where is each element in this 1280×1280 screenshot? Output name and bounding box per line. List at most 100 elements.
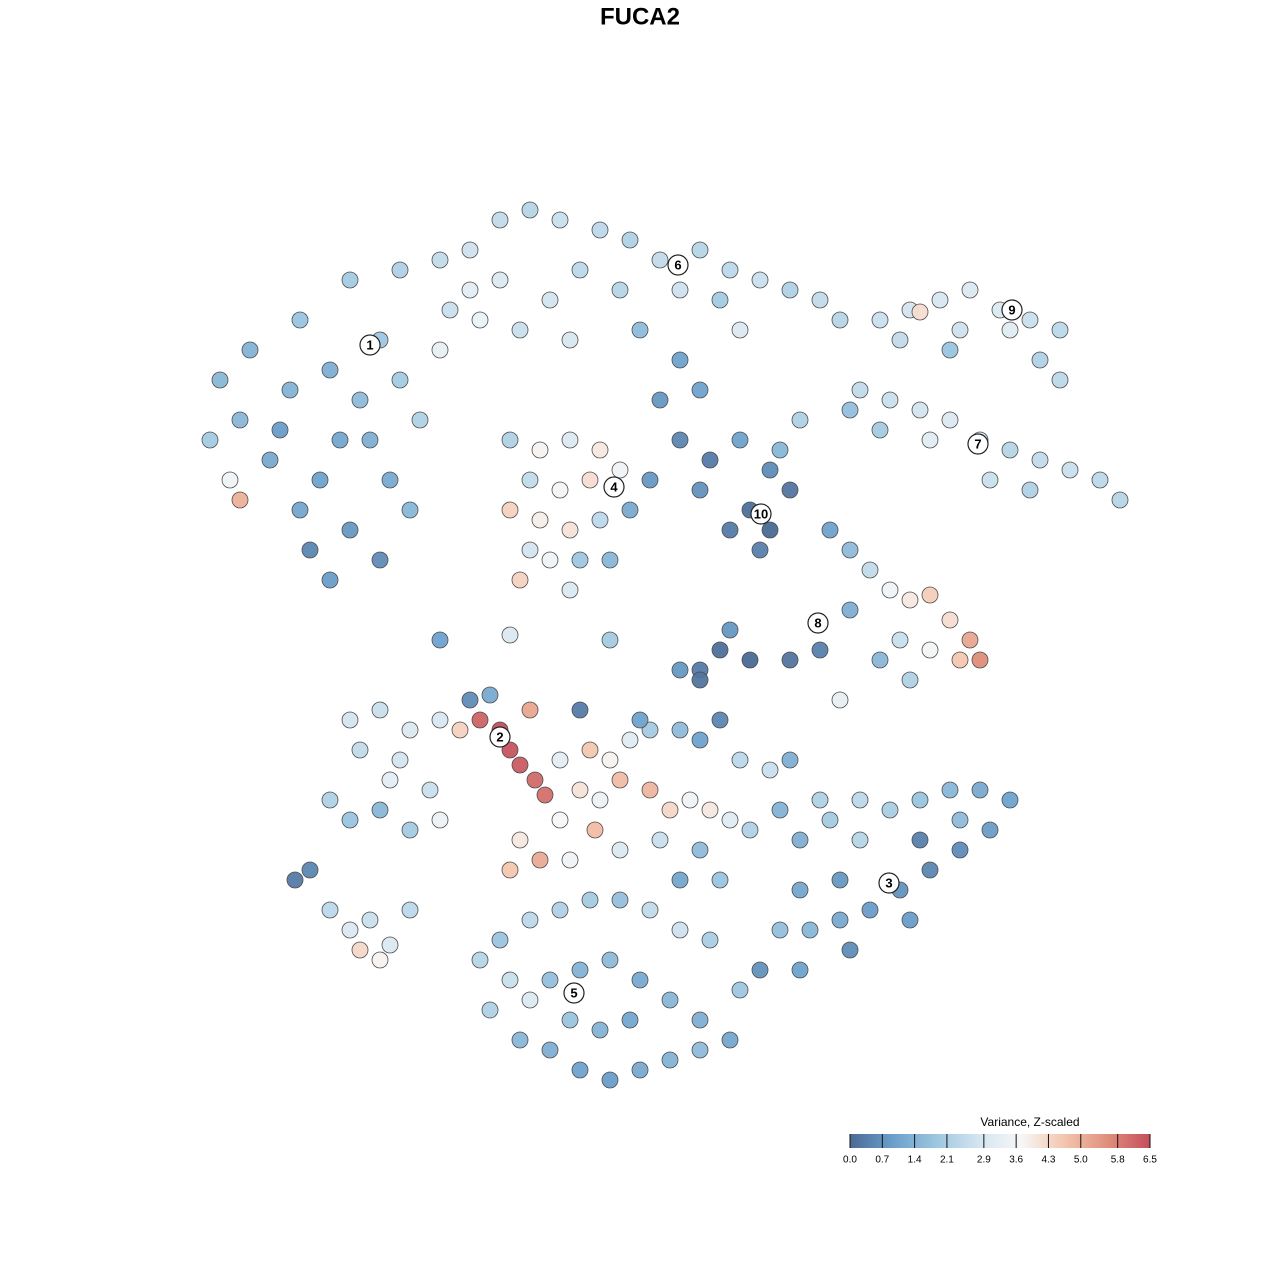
point [811, 791, 829, 809]
point [611, 461, 629, 479]
colorbar-tick-label: 1.4 [908, 1155, 922, 1166]
cluster-label-bg [667, 254, 689, 276]
point [791, 411, 809, 429]
point [861, 561, 879, 579]
cluster-label-bg [750, 503, 772, 525]
point [611, 771, 629, 789]
chart-title: FUCA2 [600, 3, 680, 30]
point [1021, 481, 1039, 499]
point [471, 711, 489, 729]
point [201, 431, 219, 449]
point [801, 921, 819, 939]
point [551, 811, 569, 829]
point [601, 751, 619, 769]
cluster-label-bg [489, 726, 511, 748]
point [511, 321, 529, 339]
point [951, 321, 969, 339]
point [501, 431, 519, 449]
point [901, 671, 919, 689]
point [671, 871, 689, 889]
point [831, 911, 849, 929]
point [301, 541, 319, 559]
point [431, 341, 449, 359]
point [941, 411, 959, 429]
point [571, 781, 589, 799]
point [851, 831, 869, 849]
point [841, 541, 859, 559]
point [401, 501, 419, 519]
point [761, 461, 779, 479]
cluster-label-bg [1001, 299, 1023, 321]
point [611, 841, 629, 859]
point [761, 521, 779, 539]
point [601, 631, 619, 649]
point [1001, 441, 1019, 459]
point [751, 961, 769, 979]
point [751, 271, 769, 289]
point [1021, 311, 1039, 329]
point [851, 791, 869, 809]
point [821, 811, 839, 829]
point [401, 721, 419, 739]
colorbar-tick-label: 6.5 [1143, 1155, 1157, 1166]
point [341, 921, 359, 939]
colorbar-tick-label: 2.9 [977, 1155, 991, 1166]
point [811, 291, 829, 309]
point [811, 641, 829, 659]
point [1051, 321, 1069, 339]
point [431, 711, 449, 729]
colorbar-tick-label: 2.1 [940, 1155, 954, 1166]
point [891, 331, 909, 349]
cluster-labels: 1 2 3 4 5 6 7 8 9 10 [359, 254, 1023, 1004]
point [561, 581, 579, 599]
point [691, 481, 709, 499]
point [591, 441, 609, 459]
cluster-label: 6 [674, 257, 681, 272]
point [341, 811, 359, 829]
point [861, 901, 879, 919]
point [351, 391, 369, 409]
point [821, 521, 839, 539]
colorbar-title: Variance, Z-scaled [980, 1115, 1079, 1129]
point [561, 1011, 579, 1029]
point [521, 201, 539, 219]
colorbar-tick-label: 5.0 [1074, 1155, 1088, 1166]
point [521, 701, 539, 719]
cluster-label-bg [807, 612, 829, 634]
point [831, 871, 849, 889]
point [541, 971, 559, 989]
point [531, 441, 549, 459]
cluster-label: 8 [814, 615, 821, 630]
point [711, 711, 729, 729]
point [941, 341, 959, 359]
point [571, 701, 589, 719]
point [501, 861, 519, 879]
cluster-label-bg [603, 476, 625, 498]
point [501, 501, 519, 519]
point [571, 1061, 589, 1079]
point [701, 931, 719, 949]
point [901, 911, 919, 929]
point [291, 311, 309, 329]
point [581, 891, 599, 909]
colorbar-tick-label: 0.7 [875, 1155, 889, 1166]
point [911, 791, 929, 809]
point [271, 421, 289, 439]
point [961, 281, 979, 299]
point [371, 951, 389, 969]
point [1051, 371, 1069, 389]
point [561, 851, 579, 869]
point [731, 751, 749, 769]
point [471, 951, 489, 969]
point [531, 851, 549, 869]
point [641, 901, 659, 919]
point [1061, 461, 1079, 479]
point [586, 821, 604, 839]
point [211, 371, 229, 389]
point [771, 441, 789, 459]
colorbar: Variance, Z-scaled 0.0 0.7 1.4 2.1 2.9 3.6 4.3… [843, 1115, 1157, 1165]
point [741, 651, 759, 669]
point [1031, 451, 1049, 469]
point [531, 511, 549, 529]
